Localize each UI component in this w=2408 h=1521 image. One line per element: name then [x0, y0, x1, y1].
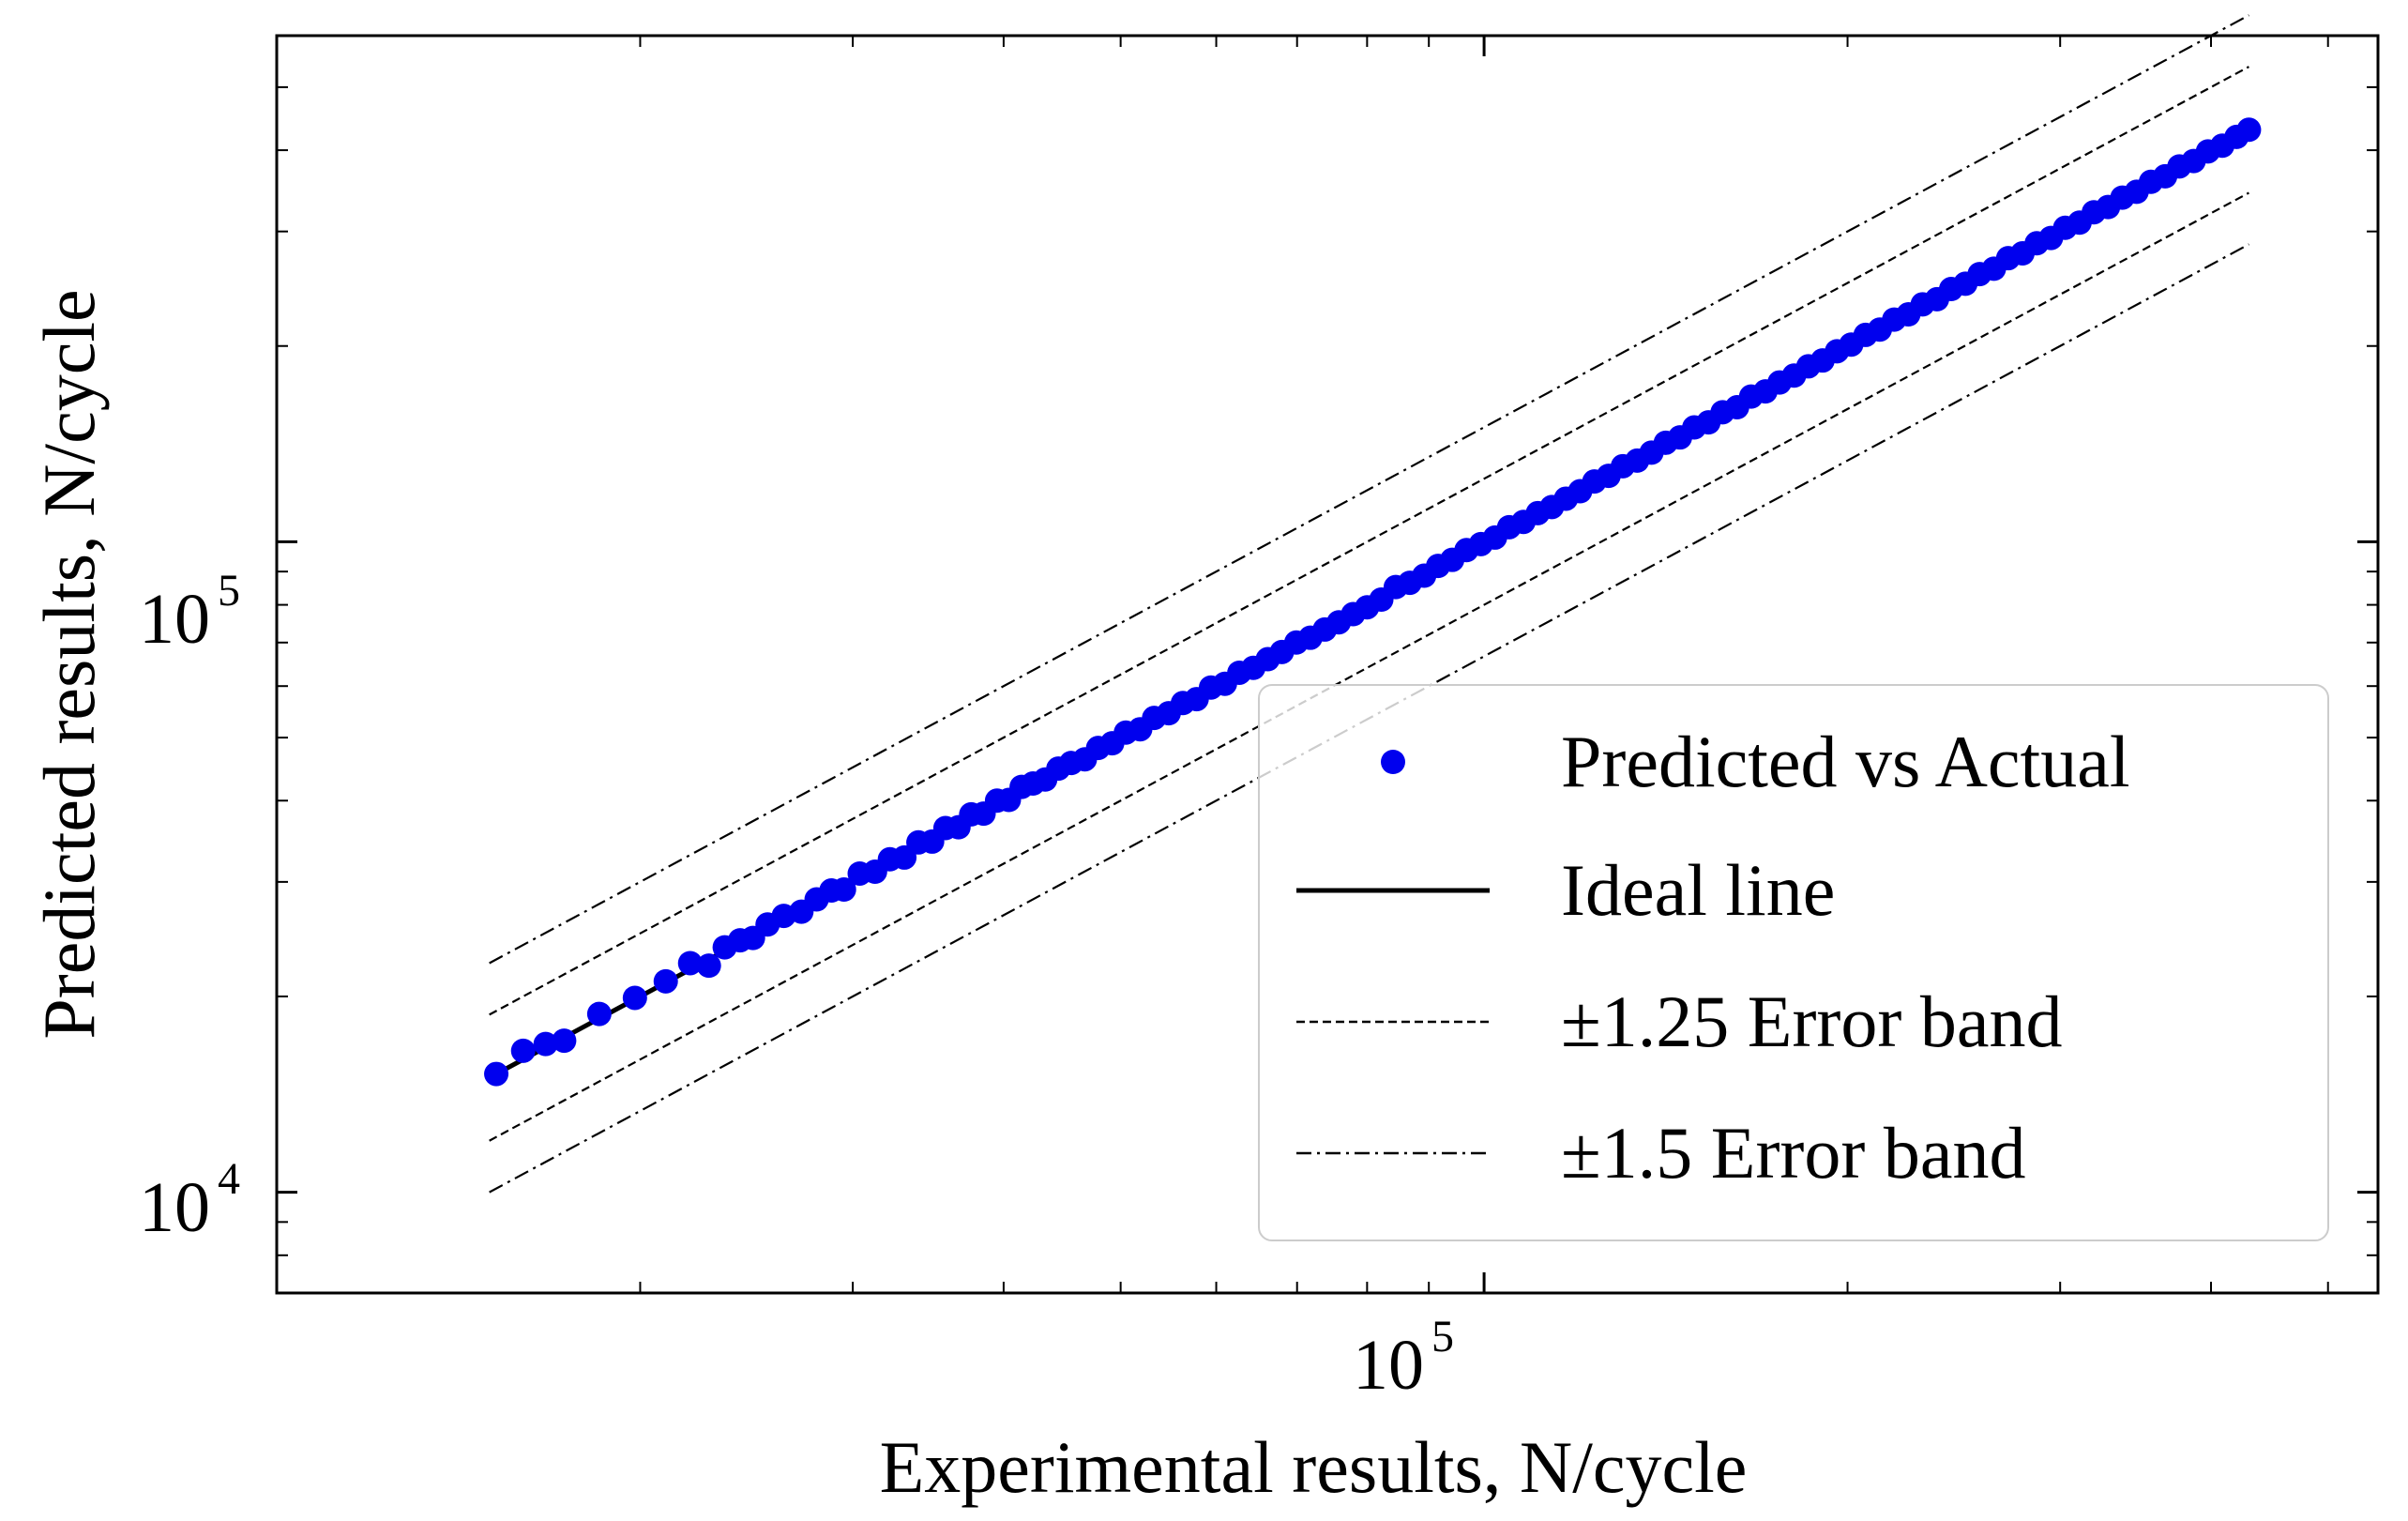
- legend-marker-predicted: [1381, 750, 1405, 774]
- x-axis-title: Experimental results, N/cycle: [880, 1426, 1748, 1508]
- data-point: [533, 1031, 558, 1057]
- legend: Predicted vs Actual Ideal line ±1.25 Err…: [1258, 684, 2329, 1241]
- y-axis-title: Predicted results, N/cycle: [28, 289, 110, 1039]
- legend-label-predicted: Predicted vs Actual: [1561, 721, 2130, 802]
- axis-ticks: [277, 36, 2378, 1293]
- y-tick-label-1e5: 10 5: [139, 566, 240, 659]
- data-point: [586, 1001, 612, 1027]
- legend-label-ideal: Ideal line: [1561, 849, 1835, 931]
- data-point: [677, 951, 703, 976]
- y-tick-label-1e4-base: 10: [139, 1168, 210, 1247]
- y-tick-label-1e4-exp: 4: [218, 1154, 240, 1204]
- x-tick-label-1e5: 10 5: [1353, 1312, 1454, 1405]
- data-point: [653, 968, 678, 994]
- data-point: [2236, 117, 2262, 143]
- error-band-15-upper: [489, 14, 2249, 965]
- error-band-125-upper: [489, 66, 2249, 1016]
- legend-frame: [1258, 684, 2329, 1241]
- data-point: [552, 1028, 577, 1054]
- x-tick-label-1e5-base: 10: [1353, 1326, 1424, 1405]
- legend-label-band-125: ±1.25 Error band: [1561, 981, 2063, 1062]
- data-point: [696, 953, 721, 979]
- data-point: [510, 1038, 536, 1063]
- y-tick-label-1e5-exp: 5: [218, 566, 240, 616]
- plot-area-frame: [275, 34, 2380, 1295]
- legend-label-band-15: ±1.5 Error band: [1561, 1112, 2026, 1194]
- x-tick-label-1e5-exp: 5: [1431, 1312, 1454, 1361]
- data-point: [622, 985, 647, 1011]
- data-point: [831, 877, 856, 903]
- error-band-125-lower: [489, 191, 2249, 1142]
- data-points: [484, 117, 2262, 1087]
- y-tick-label-1e4: 10 4: [139, 1154, 240, 1247]
- data-point: [484, 1061, 509, 1087]
- y-tick-label-1e5-base: 10: [139, 580, 210, 659]
